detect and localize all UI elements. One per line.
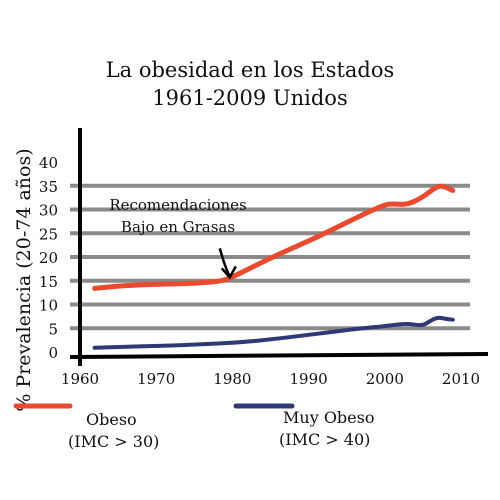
- annotation-line-2: Bajo en Grasas: [121, 218, 235, 236]
- legend-sub-obeso: (IMC > 30): [68, 432, 160, 451]
- chart-title-line-2: 1961-2009 Unidos: [152, 86, 348, 110]
- y-axis-label: % Prevalencia (20-74 años): [13, 148, 35, 411]
- x-tick-label-1960: 1960: [61, 370, 99, 388]
- legend-sub-muy-obeso: (IMC > 40): [279, 430, 371, 449]
- y-tick-label-30: 30: [39, 202, 58, 220]
- x-tick-label-2010: 2010: [442, 370, 480, 388]
- x-tick-label-2000: 2000: [366, 370, 404, 388]
- y-tick-label-25: 25: [39, 225, 58, 243]
- y-tick-label-15: 15: [39, 273, 58, 291]
- x-tick-labels: 1960 1970 1980 1990 2000 2010: [61, 370, 480, 388]
- y-tick-label-40: 40: [39, 154, 58, 172]
- x-axis-line: [69, 352, 489, 359]
- annotation-arrow: [218, 248, 231, 277]
- axes: [69, 128, 489, 366]
- annotation-line-1: Recomendaciones: [109, 196, 246, 214]
- annotation-arrowhead: [220, 265, 237, 280]
- x-tick-label-1970: 1970: [137, 370, 175, 388]
- x-tick-label-1990: 1990: [290, 370, 328, 388]
- y-tick-labels: 0 5 10 15 20 25 30 35 40: [39, 154, 58, 362]
- series-line-muy-obeso: [92, 315, 455, 350]
- annotation: Recomendaciones Bajo en Grasas: [109, 196, 247, 280]
- series-line-obeso: [92, 183, 456, 291]
- legend-name-muy-obeso: Muy Obeso: [283, 408, 375, 427]
- grid-lines: [70, 183, 470, 331]
- chart-title-line-1: La obesidad en los Estados: [105, 58, 395, 82]
- x-tick-label-1980: 1980: [213, 370, 251, 388]
- y-tick-label-10: 10: [39, 297, 58, 315]
- legend-label-obeso: Obeso (IMC > 30): [68, 409, 159, 453]
- y-tick-label-0: 0: [48, 344, 58, 362]
- y-tick-label-20: 20: [39, 249, 58, 267]
- series-lines: [92, 183, 456, 350]
- legend-label-muy-obeso: Muy Obeso (IMC > 40): [279, 407, 375, 451]
- y-tick-label-5: 5: [48, 320, 58, 338]
- legend-name-obeso: Obeso: [86, 410, 137, 429]
- y-tick-label-35: 35: [39, 178, 58, 196]
